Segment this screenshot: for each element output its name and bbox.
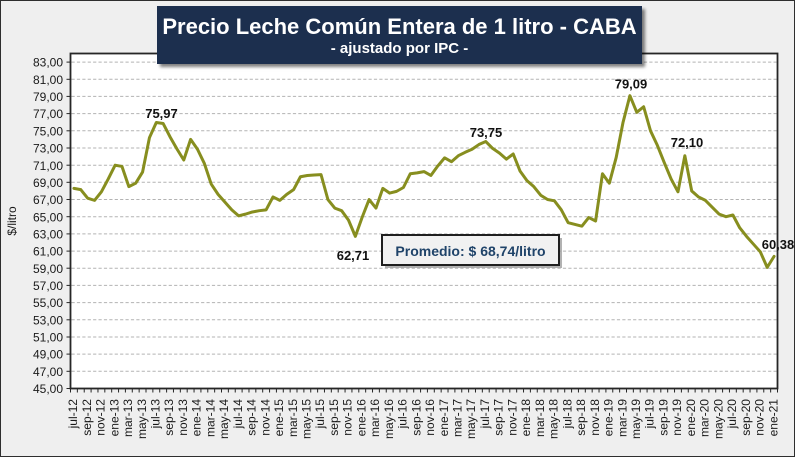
svg-text:62,71: 62,71 <box>337 248 370 263</box>
svg-text:51,00: 51,00 <box>33 331 63 345</box>
svg-text:nov-15: nov-15 <box>341 399 355 436</box>
svg-text:63,00: 63,00 <box>33 228 63 242</box>
svg-text:may-15: may-15 <box>299 399 313 439</box>
svg-text:mar-13: mar-13 <box>121 399 135 437</box>
svg-text:75,00: 75,00 <box>33 124 63 138</box>
svg-text:jul-18: jul-18 <box>560 399 574 430</box>
svg-text:jul-16: jul-16 <box>396 399 410 430</box>
svg-text:may-18: may-18 <box>547 399 561 439</box>
svg-text:may-14: may-14 <box>217 399 231 439</box>
svg-text:mar-15: mar-15 <box>286 399 300 437</box>
svg-text:nov-19: nov-19 <box>670 399 684 436</box>
svg-text:jul-20: jul-20 <box>725 399 739 430</box>
svg-text:ene-13: ene-13 <box>107 399 121 437</box>
svg-text:jul-14: jul-14 <box>231 399 245 430</box>
svg-text:65,00: 65,00 <box>33 210 63 224</box>
svg-text:57,00: 57,00 <box>33 279 63 293</box>
svg-text:ene-16: ene-16 <box>354 399 368 437</box>
svg-text:may-17: may-17 <box>464 399 478 439</box>
svg-text:mar-16: mar-16 <box>368 399 382 437</box>
svg-text:sep-18: sep-18 <box>574 399 588 436</box>
svg-text:60,38: 60,38 <box>762 237 795 252</box>
svg-text:nov-20: nov-20 <box>752 399 766 436</box>
svg-text:mar-19: mar-19 <box>615 399 629 437</box>
svg-text:45,00: 45,00 <box>33 382 63 396</box>
svg-text:sep-13: sep-13 <box>162 399 176 436</box>
svg-text:61,00: 61,00 <box>33 245 63 259</box>
svg-text:ene-21: ene-21 <box>766 399 780 437</box>
svg-text:nov-13: nov-13 <box>176 399 190 436</box>
svg-text:73,00: 73,00 <box>33 142 63 156</box>
svg-text:67,00: 67,00 <box>33 193 63 207</box>
svg-text:69,00: 69,00 <box>33 176 63 190</box>
svg-text:81,00: 81,00 <box>33 73 63 87</box>
svg-text:47,00: 47,00 <box>33 365 63 379</box>
svg-text:mar-14: mar-14 <box>203 399 217 437</box>
svg-text:jul-12: jul-12 <box>66 399 80 430</box>
svg-text:sep-17: sep-17 <box>492 399 506 436</box>
svg-text:sep-14: sep-14 <box>245 399 259 436</box>
svg-text:Promedio: $ 68,74/litro: Promedio: $ 68,74/litro <box>395 243 545 259</box>
svg-text:sep-19: sep-19 <box>656 399 670 436</box>
svg-text:nov-18: nov-18 <box>588 399 602 436</box>
svg-text:sep-15: sep-15 <box>327 399 341 436</box>
svg-text:sep-12: sep-12 <box>80 399 94 436</box>
svg-text:may-13: may-13 <box>135 399 149 439</box>
svg-text:nov-16: nov-16 <box>423 399 437 436</box>
svg-text:71,00: 71,00 <box>33 159 63 173</box>
svg-text:75,97: 75,97 <box>145 106 178 121</box>
svg-text:jul-13: jul-13 <box>148 399 162 430</box>
svg-text:nov-12: nov-12 <box>94 399 108 436</box>
svg-text:55,00: 55,00 <box>33 296 63 310</box>
svg-text:ene-15: ene-15 <box>272 399 286 437</box>
svg-text:73,75: 73,75 <box>470 125 503 140</box>
svg-text:mar-20: mar-20 <box>698 399 712 437</box>
svg-text:may-16: may-16 <box>382 399 396 439</box>
svg-text:sep-20: sep-20 <box>739 399 753 436</box>
svg-text:72,10: 72,10 <box>671 135 704 150</box>
svg-text:nov-17: nov-17 <box>505 399 519 436</box>
svg-text:ene-19: ene-19 <box>601 399 615 437</box>
svg-text:sep-16: sep-16 <box>409 399 423 436</box>
svg-text:79,00: 79,00 <box>33 90 63 104</box>
svg-text:ene-17: ene-17 <box>437 399 451 437</box>
svg-text:59,00: 59,00 <box>33 262 63 276</box>
svg-text:49,00: 49,00 <box>33 348 63 362</box>
svg-text:jul-15: jul-15 <box>313 399 327 430</box>
svg-text:ene-18: ene-18 <box>519 399 533 437</box>
svg-text:77,00: 77,00 <box>33 107 63 121</box>
svg-text:mar-17: mar-17 <box>450 399 464 437</box>
svg-text:53,00: 53,00 <box>33 313 63 327</box>
svg-text:may-20: may-20 <box>711 399 725 439</box>
svg-text:nov-14: nov-14 <box>258 399 272 436</box>
svg-text:mar-18: mar-18 <box>533 399 547 437</box>
svg-text:ene-20: ene-20 <box>684 399 698 437</box>
svg-text:jul-17: jul-17 <box>478 399 492 430</box>
svg-text:jul-19: jul-19 <box>643 399 657 430</box>
svg-text:ene-14: ene-14 <box>190 399 204 437</box>
svg-text:$/litro: $/litro <box>5 206 19 236</box>
svg-text:83,00: 83,00 <box>33 56 63 70</box>
svg-text:may-19: may-19 <box>629 399 643 439</box>
svg-text:79,09: 79,09 <box>615 77 648 92</box>
